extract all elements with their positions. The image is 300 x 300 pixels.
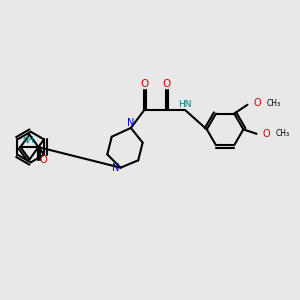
Text: O: O	[262, 129, 270, 139]
Text: CH₃: CH₃	[276, 129, 290, 138]
Text: HN: HN	[178, 100, 192, 109]
Text: CH₃: CH₃	[267, 99, 281, 108]
Text: N: N	[112, 163, 119, 173]
Text: O: O	[253, 98, 261, 108]
Text: O: O	[162, 79, 170, 89]
Text: NH: NH	[22, 136, 34, 145]
Text: O: O	[40, 155, 47, 165]
Text: O: O	[140, 79, 148, 89]
Text: N: N	[127, 118, 134, 128]
